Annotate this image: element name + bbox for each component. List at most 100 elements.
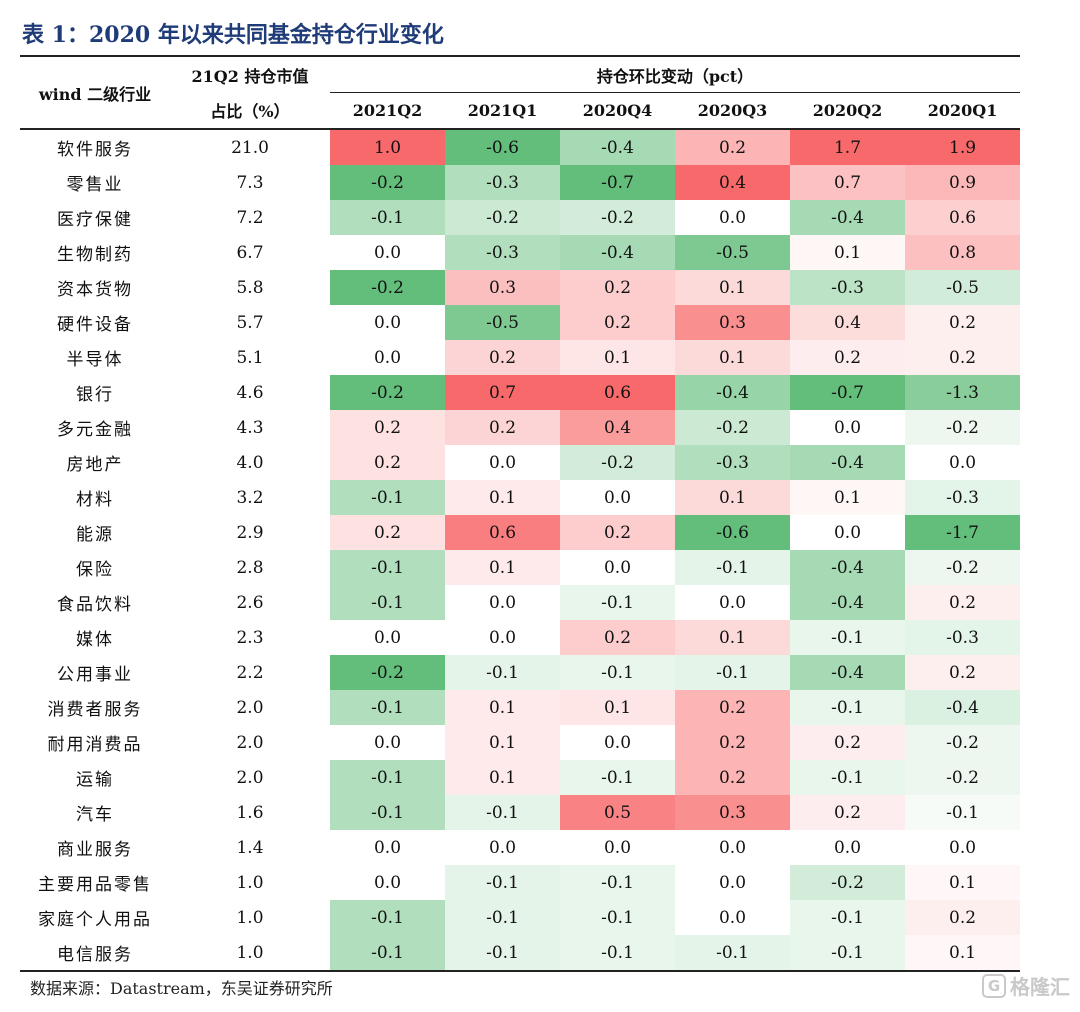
industry-cell: 软件服务 [57, 140, 133, 160]
industry-cell: 电信服务 [20, 935, 170, 972]
share-cell: 1.0 [236, 872, 264, 893]
change-cell: 0.0 [905, 445, 1021, 480]
change-cell: 0.2 [445, 340, 560, 375]
change-cell: 0.5 [560, 795, 675, 830]
change-cell: -0.1 [330, 900, 445, 935]
change-cell: 0.0 [445, 445, 560, 480]
change-cell: -0.4 [790, 655, 905, 690]
change-cell: -0.3 [445, 165, 560, 200]
change-cell: -0.2 [905, 550, 1021, 585]
change-cell: 0.0 [790, 515, 905, 550]
change-cell: 0.9 [905, 165, 1021, 200]
change-cell: 0.6 [445, 515, 560, 550]
change-cell: 0.0 [445, 620, 560, 655]
share-cell: 4.0 [236, 452, 264, 473]
table-row: 软件服务 21.0 1.0 -0.6 -0.4 0.2 1.7 1.9 [20, 129, 1021, 165]
change-cell: -1.3 [905, 375, 1021, 410]
change-cell: 0.0 [675, 900, 790, 935]
industry-cell: 资本货物 [57, 280, 133, 300]
change-cell: 0.2 [905, 340, 1021, 375]
share-cell: 7.3 [236, 172, 264, 193]
share-cell: 21.0 [231, 137, 269, 158]
change-cell: -0.3 [905, 620, 1021, 655]
change-cell: -0.1 [790, 760, 905, 795]
change-cell: 0.0 [445, 830, 560, 865]
change-cell: 0.0 [445, 585, 560, 620]
watermark: G 格隆汇 [982, 971, 1070, 1000]
gelonghui-logo-icon: G [982, 973, 1006, 998]
change-cell: 0.0 [675, 585, 790, 620]
change-cell: 0.0 [330, 305, 445, 340]
table-row: 银行 4.6 -0.2 0.7 0.6 -0.4 -0.7 -1.3 [20, 375, 1021, 410]
change-cell: 0.0 [560, 550, 675, 585]
header-period: 2020Q3 [675, 92, 790, 130]
share-cell: 2.6 [236, 592, 264, 613]
change-cell: 0.0 [560, 830, 675, 865]
change-cell: 0.1 [560, 690, 675, 725]
change-cell: 0.2 [905, 900, 1021, 935]
change-cell: 0.2 [445, 410, 560, 445]
change-cell: 0.1 [675, 340, 790, 375]
industry-cell: 多元金融 [57, 420, 133, 440]
industry-cell: 家庭个人用品 [38, 910, 152, 930]
change-cell: 0.1 [905, 935, 1021, 972]
table-row: 电信服务 1.0 -0.1 -0.1 -0.1 -0.1 -0.1 0.1 [20, 935, 1021, 972]
share-cell: 2.0 [236, 732, 264, 753]
change-cell: 0.2 [675, 690, 790, 725]
table-row: 半导体 5.1 0.0 0.2 0.1 0.1 0.2 0.2 [20, 340, 1021, 375]
industry-cell: 房地产 [66, 455, 124, 475]
change-cell: 0.8 [905, 235, 1021, 270]
share-cell: 1.0 [236, 907, 264, 928]
change-cell: -0.4 [790, 585, 905, 620]
table-row: 耐用消费品 2.0 0.0 0.1 0.0 0.2 0.2 -0.2 [20, 725, 1021, 760]
change-cell: 0.0 [330, 620, 445, 655]
change-cell: 0.2 [560, 515, 675, 550]
change-cell: -0.3 [905, 480, 1021, 515]
holdings-change-table: wind 二级行业 21Q2 持仓市值 持仓环比变动（pct） 占比（%） 20… [20, 57, 1021, 972]
change-cell: -0.1 [560, 655, 675, 690]
change-cell: -0.2 [560, 200, 675, 235]
change-cell: -0.1 [905, 795, 1021, 830]
table-body: 软件服务 21.0 1.0 -0.6 -0.4 0.2 1.7 1.9 零售业 7.3 -0.2 -0… [20, 129, 1021, 972]
change-cell: 1.9 [905, 129, 1021, 165]
header-period: 2020Q4 [560, 92, 675, 130]
industry-cell: 运输 [76, 770, 114, 790]
change-cell: 0.2 [790, 340, 905, 375]
change-cell: -0.2 [330, 165, 445, 200]
change-cell: 0.1 [445, 725, 560, 760]
change-cell: -0.1 [445, 655, 560, 690]
change-cell: -0.1 [560, 760, 675, 795]
industry-cell: 硬件设备 [57, 315, 133, 335]
change-cell: 0.0 [330, 865, 445, 900]
change-cell: 0.3 [675, 795, 790, 830]
change-cell: 0.1 [790, 480, 905, 515]
share-cell: 1.4 [236, 837, 264, 858]
change-cell: -0.1 [675, 655, 790, 690]
change-cell: 0.0 [675, 200, 790, 235]
change-cell: 0.0 [790, 830, 905, 865]
change-cell: -0.1 [330, 550, 445, 585]
share-cell: 3.2 [236, 487, 264, 508]
change-cell: 0.3 [675, 305, 790, 340]
change-cell: 0.2 [560, 620, 675, 655]
industry-cell: 保险 [76, 560, 114, 580]
industry-cell: 半导体 [66, 350, 124, 370]
table-row: 保险 2.8 -0.1 0.1 0.0 -0.1 -0.4 -0.2 [20, 550, 1021, 585]
share-cell: 4.3 [236, 417, 264, 438]
change-cell: -0.1 [675, 550, 790, 585]
industry-cell: 生物制药 [57, 245, 133, 265]
share-cell: 4.6 [236, 382, 264, 403]
change-cell: -0.1 [560, 865, 675, 900]
header-change-group: 持仓环比变动（pct） [330, 57, 1021, 93]
share-cell: 6.7 [236, 242, 264, 263]
change-cell: -0.1 [330, 690, 445, 725]
table-row: 零售业 7.3 -0.2 -0.3 -0.7 0.4 0.7 0.9 [20, 165, 1021, 200]
change-cell: -0.4 [790, 200, 905, 235]
watermark-text: 格隆汇 [1010, 975, 1070, 999]
change-cell: 0.0 [330, 340, 445, 375]
change-cell: -0.1 [445, 935, 560, 972]
change-cell: -0.1 [330, 795, 445, 830]
share-cell: 5.7 [236, 312, 264, 333]
title-rule [20, 55, 1020, 57]
industry-cell: 材料 [76, 490, 114, 510]
